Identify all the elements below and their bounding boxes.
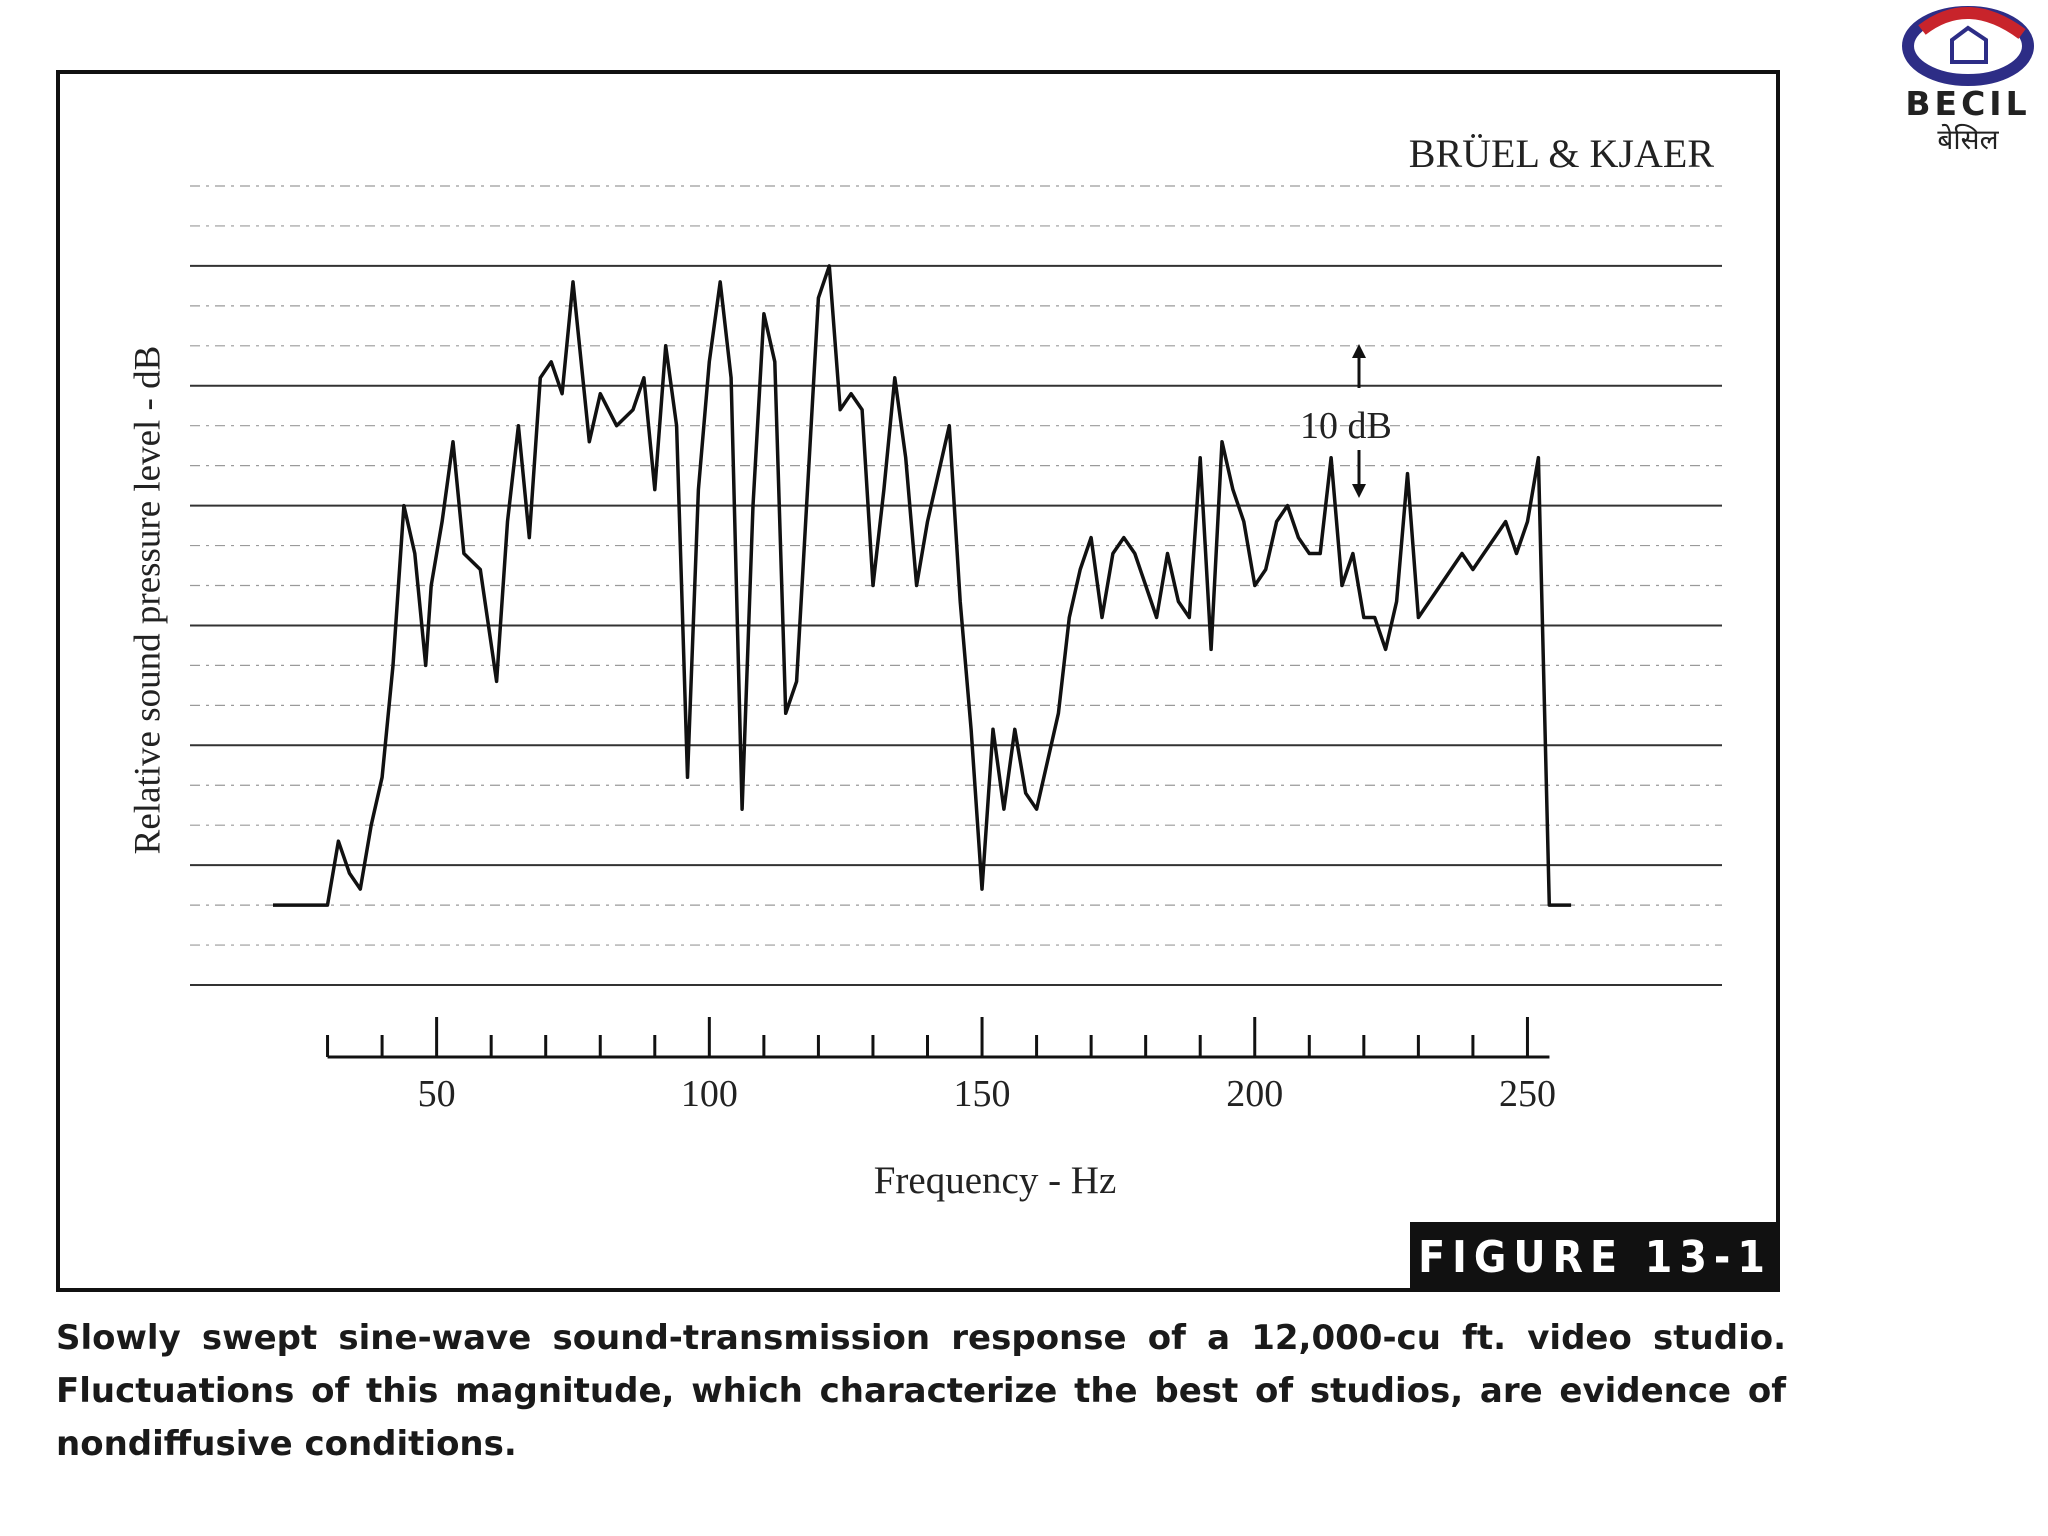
scale-arrows [1352, 344, 1366, 498]
gridlines [190, 185, 1722, 986]
logo-subtext: बेसिल [1937, 123, 1999, 156]
x-tick-label: 100 [680, 1073, 738, 1115]
figure-frame [56, 70, 1780, 1292]
x-tick-label: 150 [953, 1073, 1011, 1115]
x-tick-label: 250 [1498, 1073, 1556, 1115]
brand-label: BRÜEL & KJAER [1408, 131, 1714, 176]
logo-text: BECIL [1905, 84, 2031, 123]
x-axis-ruler [326, 1017, 1550, 1059]
x-tick-label: 50 [417, 1073, 456, 1115]
x-axis-label: Frequency - Hz [873, 1159, 1117, 1202]
becil-emblem-icon [1902, 6, 2034, 86]
scale-annotation: 10 dB [1300, 405, 1392, 447]
becil-logo [1882, 0, 2048, 170]
y-axis-label: Relative sound pressure level - dB [127, 345, 169, 855]
figure-caption: Slowly swept sine-wave sound-transmissio… [56, 1318, 1786, 1464]
figure-number-badge: FIGURE 13-1 [1410, 1222, 1780, 1292]
series-line-response [273, 264, 1572, 907]
x-tick-label: 200 [1226, 1073, 1284, 1115]
